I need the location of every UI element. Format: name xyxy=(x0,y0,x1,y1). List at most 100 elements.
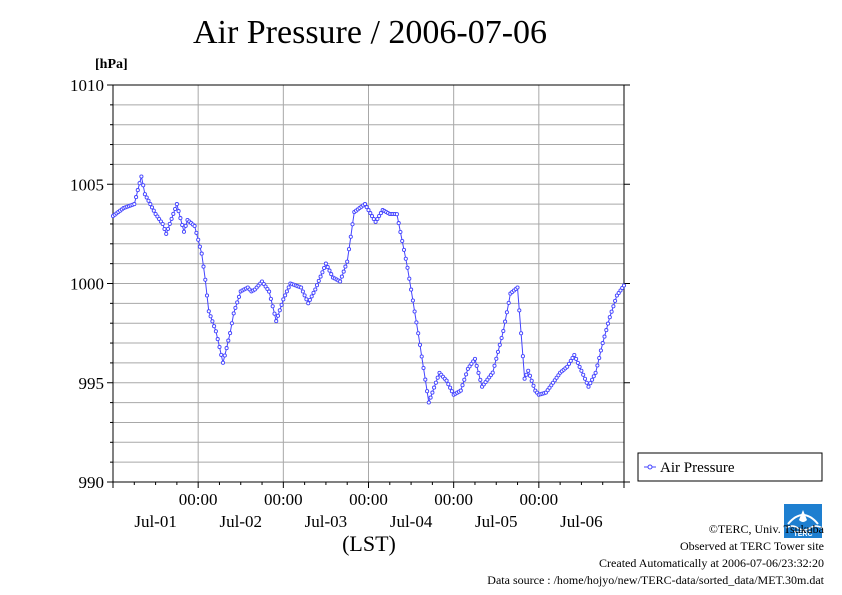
data-point xyxy=(527,373,533,378)
data-point xyxy=(421,365,426,371)
data-point xyxy=(206,309,211,314)
data-point xyxy=(208,314,213,319)
data-point xyxy=(600,341,605,346)
x-date-label: Jul-02 xyxy=(220,512,263,531)
data-point xyxy=(364,205,369,210)
data-point xyxy=(197,244,202,249)
credit-observed: Observed at TERC Tower site xyxy=(679,539,824,553)
x-date-label: Jul-05 xyxy=(475,512,518,531)
x-date-label: Jul-01 xyxy=(134,512,177,531)
data-point xyxy=(435,375,440,380)
data-point xyxy=(476,370,481,375)
data-point xyxy=(368,211,373,216)
data-point xyxy=(325,265,330,270)
data-point xyxy=(339,274,344,279)
data-point xyxy=(171,211,176,216)
data-point xyxy=(183,223,188,228)
y-tick-label: 1005 xyxy=(70,175,104,194)
data-point xyxy=(196,237,201,242)
data-point xyxy=(204,293,210,298)
data-point xyxy=(174,202,179,207)
data-point xyxy=(343,264,348,269)
data-point xyxy=(506,300,511,305)
data-point xyxy=(300,289,305,294)
data-point xyxy=(212,324,217,329)
data-point xyxy=(621,283,627,288)
y-tick-label: 1000 xyxy=(70,275,104,294)
data-point xyxy=(162,226,167,232)
data-point xyxy=(464,372,469,377)
x-date-label: Jul-04 xyxy=(390,512,433,531)
data-point xyxy=(504,310,509,315)
data-point xyxy=(581,372,586,377)
data-point xyxy=(503,319,508,324)
data-point xyxy=(173,206,178,212)
data-point xyxy=(181,229,187,234)
data-point xyxy=(417,342,423,347)
data-point xyxy=(497,342,502,347)
data-point xyxy=(458,388,463,393)
data-point xyxy=(369,214,375,219)
x-time-label: 00:00 xyxy=(519,490,558,509)
data-point xyxy=(165,226,171,231)
data-point xyxy=(180,222,185,228)
x-time-label: 00:00 xyxy=(434,490,473,509)
data-point xyxy=(316,278,321,283)
data-point xyxy=(302,293,307,298)
data-point xyxy=(362,202,368,207)
data-point xyxy=(565,364,570,369)
data-point xyxy=(164,231,169,236)
x-time-label: 00:00 xyxy=(349,490,388,509)
data-point xyxy=(396,221,401,226)
data-point xyxy=(132,202,137,207)
data-point xyxy=(394,212,399,217)
data-point xyxy=(141,183,146,188)
legend: Air Pressure xyxy=(637,452,823,482)
data-point xyxy=(345,259,350,264)
data-point xyxy=(151,208,156,213)
y-tick-label: 990 xyxy=(79,473,105,492)
data-point xyxy=(176,209,181,214)
data-point xyxy=(286,285,291,290)
data-point xyxy=(327,268,332,273)
data-point xyxy=(199,251,204,256)
data-point xyxy=(192,223,197,229)
data-point xyxy=(284,289,289,294)
data-point xyxy=(146,198,151,203)
data-point xyxy=(213,329,218,334)
y-tick-label: 995 xyxy=(79,374,105,393)
data-point xyxy=(341,269,346,274)
data-point xyxy=(591,374,596,379)
data-point xyxy=(160,221,165,227)
legend-marker xyxy=(647,464,653,470)
data-point xyxy=(314,283,320,288)
data-point xyxy=(605,321,611,326)
data-point xyxy=(281,297,286,302)
data-point xyxy=(409,287,414,292)
data-point xyxy=(460,383,465,388)
data-point xyxy=(377,213,382,219)
data-point xyxy=(472,356,478,361)
terc-logo-icon: TERC xyxy=(784,504,822,538)
data-point xyxy=(350,222,355,227)
data-point xyxy=(501,328,506,334)
data-point xyxy=(577,364,582,369)
data-point xyxy=(148,202,153,207)
x-axis-label: (LST) xyxy=(342,531,396,556)
data-point xyxy=(378,211,383,216)
x-time-label: 00:00 xyxy=(264,490,303,509)
data-point xyxy=(222,353,227,358)
data-point xyxy=(322,265,327,271)
data-point xyxy=(167,221,172,226)
data-point xyxy=(229,321,234,326)
data-point xyxy=(570,355,575,361)
data-point xyxy=(428,395,433,400)
data-point xyxy=(609,309,614,314)
data-point xyxy=(219,352,224,357)
data-point xyxy=(613,298,618,303)
data-point xyxy=(142,192,147,197)
data-point xyxy=(401,247,407,252)
data-point xyxy=(499,335,504,341)
data-point xyxy=(531,383,536,388)
data-point xyxy=(405,265,410,270)
